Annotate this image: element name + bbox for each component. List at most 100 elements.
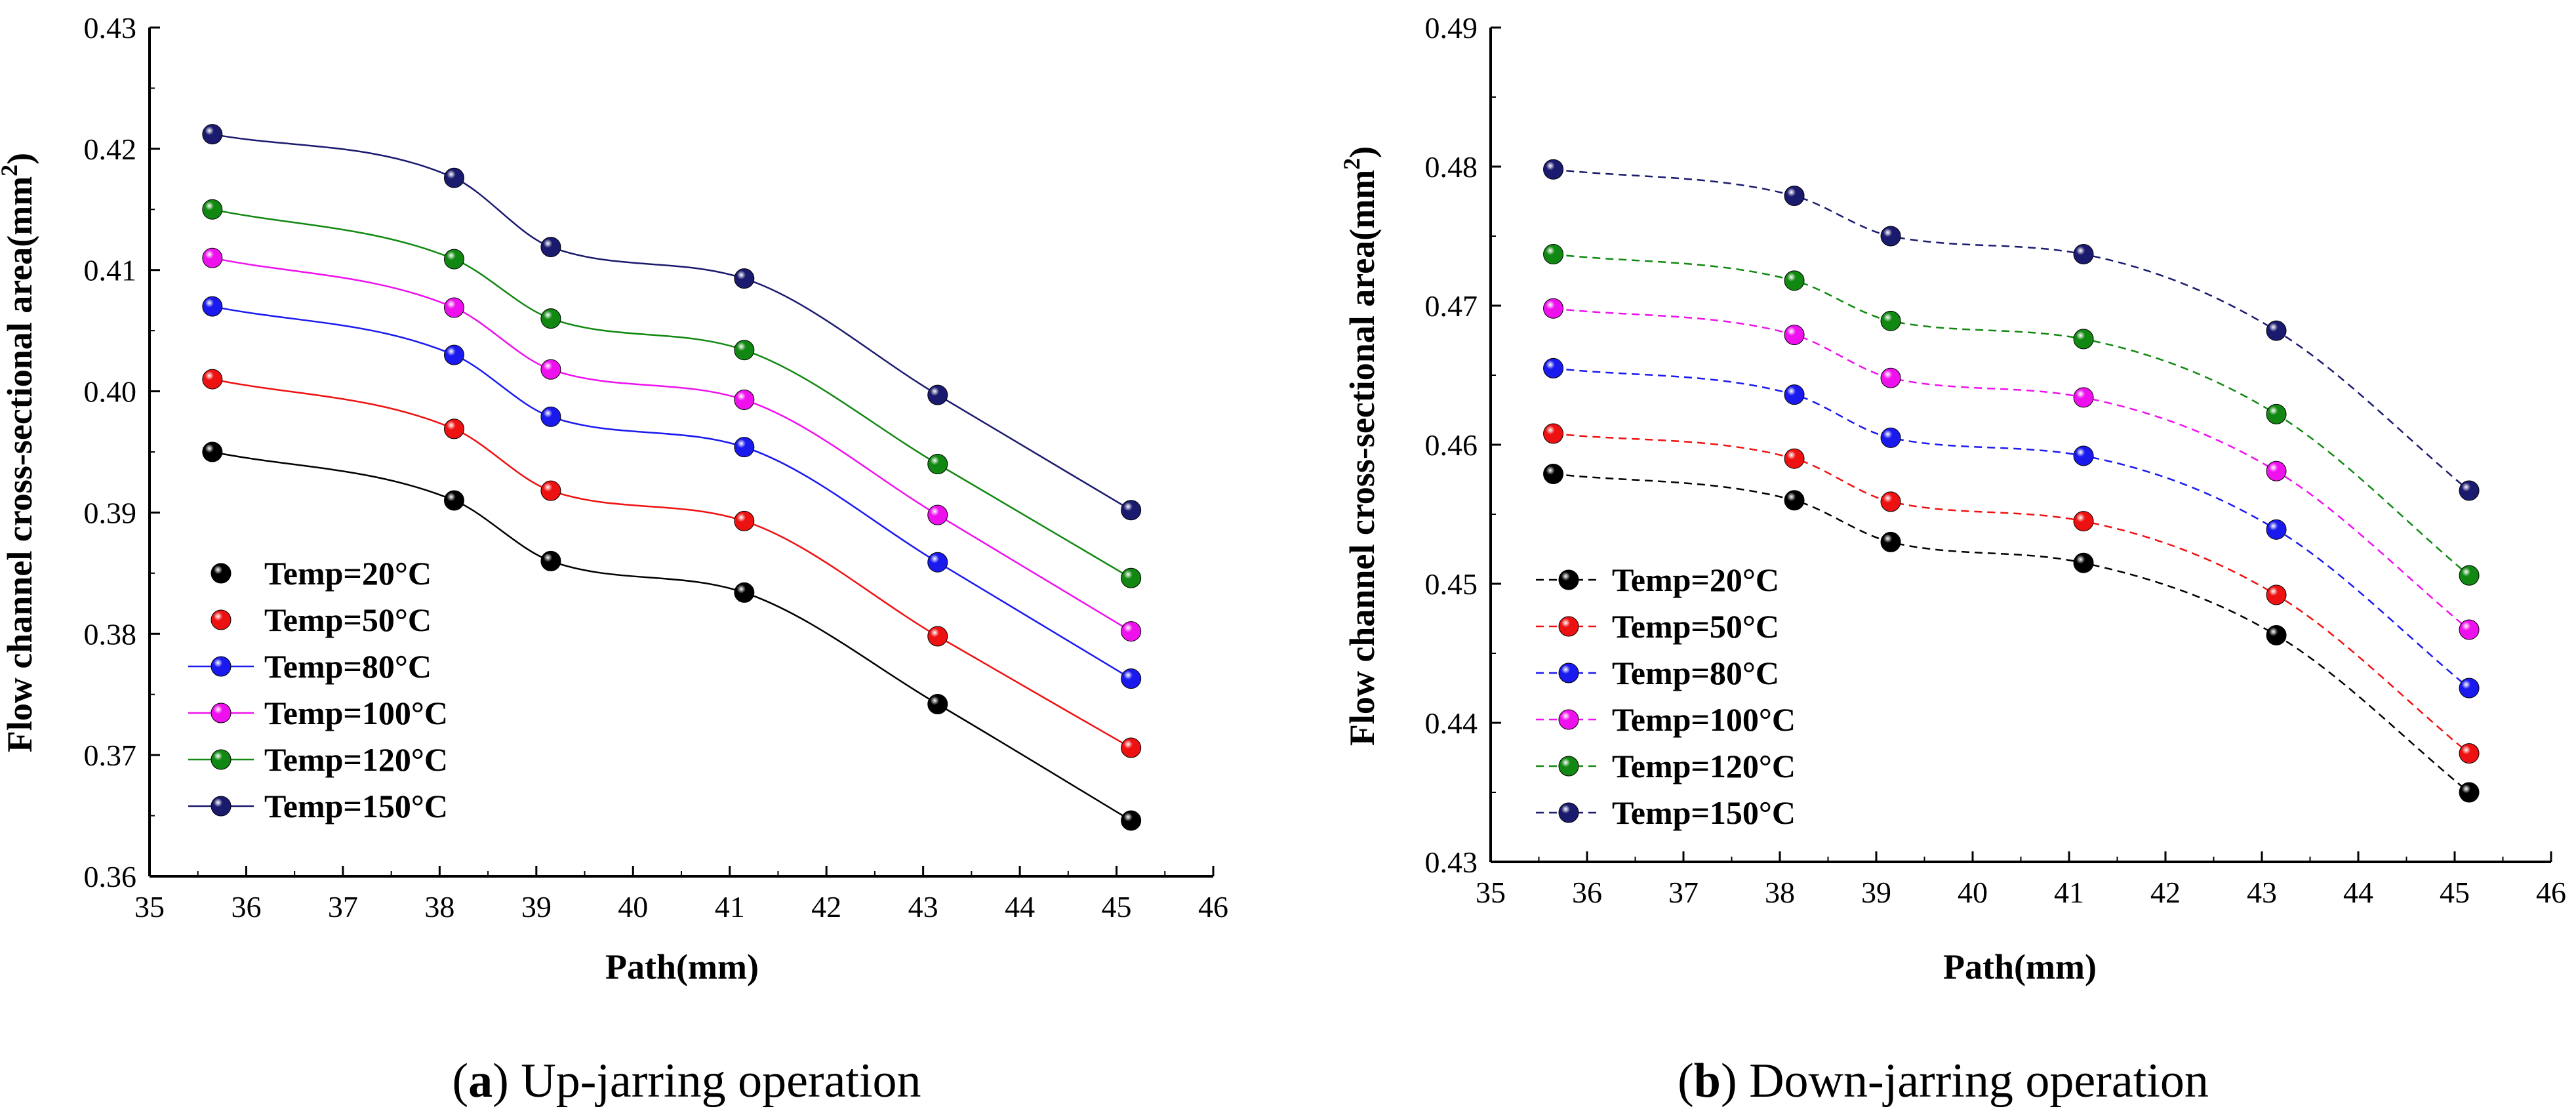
x-tick-label: 36	[231, 890, 261, 924]
y-tick-label: 0.36	[84, 860, 137, 893]
legend-label: Temp=150°C	[1612, 794, 1796, 831]
caption-b-text: Down-jarring operation	[1737, 1054, 2209, 1108]
legend-marker	[211, 749, 231, 770]
legend-label: Temp=80°C	[264, 648, 432, 685]
legend-marker	[211, 563, 231, 584]
data-point	[2459, 565, 2480, 586]
data-point	[1880, 427, 1901, 448]
data-point	[443, 490, 464, 511]
data-point	[1784, 490, 1805, 511]
data-point	[2459, 480, 2480, 501]
data-point	[540, 550, 561, 571]
legend-label: Temp=120°C	[1612, 748, 1796, 784]
data-point	[927, 694, 948, 715]
legend-label: Temp=120°C	[264, 741, 448, 778]
data-point	[2073, 329, 2094, 350]
data-point	[540, 308, 561, 329]
data-point	[2073, 387, 2094, 408]
x-tick-label: 35	[1476, 876, 1506, 909]
data-point	[202, 369, 223, 390]
x-tick-label: 41	[715, 890, 745, 924]
x-tick-label: 44	[1005, 890, 1035, 924]
data-point	[2266, 403, 2287, 424]
x-tick-label: 46	[2536, 876, 2566, 909]
series-temp-150c	[202, 124, 1142, 521]
series-line	[1553, 168, 2470, 491]
caption-a-text: Up-jarring operation	[509, 1054, 921, 1108]
y-tick-label: 0.37	[84, 739, 137, 772]
series-temp-50c	[202, 369, 1142, 758]
y-axis-label: Flow channel cross-sectional area(mm2)	[0, 153, 39, 752]
y-tick-label: 0.38	[84, 617, 137, 651]
data-point	[2073, 552, 2094, 573]
legend-label: Temp=20°C	[264, 555, 432, 592]
series-line	[212, 305, 1132, 680]
legend-item: Temp=100°C	[1536, 701, 1796, 738]
data-point	[1784, 448, 1805, 469]
data-point	[540, 237, 561, 258]
caption-a-letter: a	[468, 1054, 493, 1108]
x-tick-label: 38	[424, 890, 454, 924]
legend: Temp=20°C Temp=50°C Temp=80°C Temp=100°C Tem…	[1536, 561, 1796, 831]
legend-marker	[1558, 802, 1579, 823]
series-line	[212, 256, 1132, 632]
data-point	[443, 418, 464, 439]
legend-label: Temp=150°C	[264, 788, 448, 824]
data-point	[540, 359, 561, 380]
data-point	[734, 390, 755, 411]
y-tick-label: 0.43	[84, 11, 137, 45]
y-tick-label: 0.48	[1425, 150, 1478, 184]
legend-marker	[211, 702, 231, 723]
data-point	[2459, 619, 2480, 640]
data-point	[2266, 519, 2287, 540]
series-temp-80c	[202, 296, 1142, 689]
caption-b-letter: b	[1694, 1054, 1721, 1108]
legend-item: Temp=120°C	[1536, 748, 1796, 784]
y-tick-label: 0.43	[1425, 845, 1478, 879]
series-line	[1553, 307, 2470, 630]
y-tick-label: 0.44	[1425, 706, 1478, 740]
data-point	[734, 268, 755, 289]
y-tick-label: 0.42	[84, 132, 137, 166]
series-line	[1553, 253, 2470, 577]
x-tick-label: 45	[2440, 876, 2470, 909]
series-temp-150c	[1543, 159, 2480, 501]
data-point	[1543, 244, 1564, 265]
data-point	[2073, 244, 2094, 265]
x-tick-label: 36	[1572, 876, 1602, 909]
series-line	[212, 451, 1132, 822]
x-tick-label: 42	[2150, 876, 2181, 909]
data-point	[202, 247, 223, 268]
legend-item: Temp=120°C	[188, 741, 448, 778]
x-tick-label: 46	[1198, 890, 1228, 924]
data-point	[1543, 298, 1564, 319]
data-point	[1121, 621, 1142, 642]
legend: Temp=20°C Temp=50°C Temp=80°C Temp=100°C Tem…	[188, 555, 448, 824]
data-point	[202, 124, 223, 145]
data-point	[1880, 310, 1901, 331]
series-temp-80c	[1543, 357, 2480, 699]
data-point	[734, 340, 755, 361]
caption-a: (a) Up-jarring operation	[452, 1054, 921, 1108]
y-tick-label: 0.46	[1425, 428, 1478, 462]
data-point	[2073, 511, 2094, 532]
legend-marker	[1558, 662, 1579, 683]
data-point	[443, 344, 464, 365]
data-point	[1880, 367, 1901, 388]
data-point	[927, 384, 948, 405]
data-point	[2266, 584, 2287, 605]
data-point	[734, 510, 755, 531]
data-point	[1121, 567, 1142, 588]
x-tick-label: 40	[1958, 876, 1988, 909]
series-line	[1553, 473, 2470, 793]
data-point	[202, 296, 223, 317]
series-temp-120c	[1543, 244, 2480, 586]
y-tick-label: 0.39	[84, 496, 137, 529]
data-point	[1121, 500, 1142, 521]
data-point	[2073, 445, 2094, 466]
legend-label: Temp=80°C	[1612, 655, 1779, 691]
data-point	[1543, 159, 1564, 180]
data-point	[1121, 737, 1142, 758]
caption-b: (b) Down-jarring operation	[1678, 1054, 2209, 1108]
